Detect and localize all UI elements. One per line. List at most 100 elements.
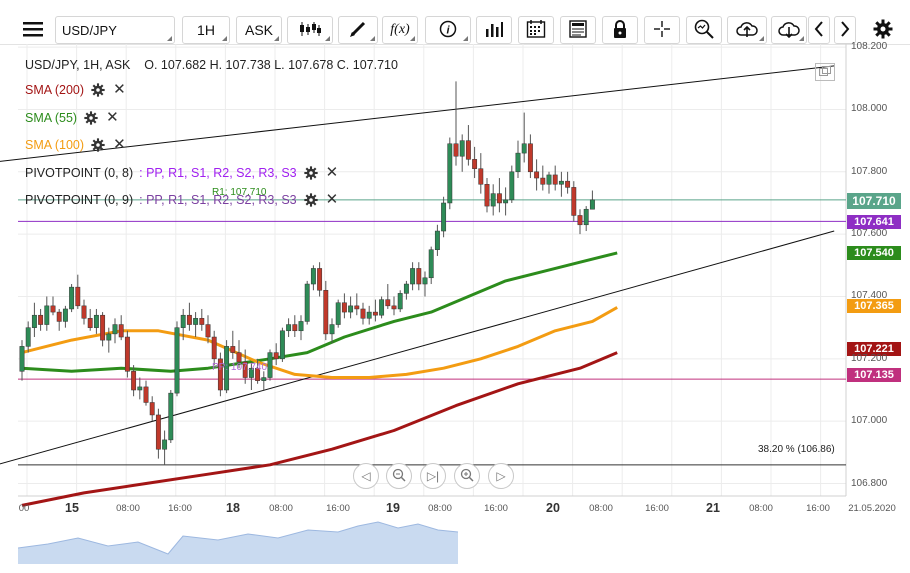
x-tick-label: 08:00	[116, 503, 140, 514]
timeframe-label: 1H	[197, 22, 215, 38]
y-tick-label: 107.000	[851, 415, 888, 427]
zoom-out-button[interactable]	[386, 463, 412, 489]
pan-left-button[interactable]: ◁	[353, 463, 379, 489]
indicator-sma55[interactable]: SMA (55) ✕	[25, 109, 119, 126]
indicator-sma200[interactable]: SMA (200) ✕	[25, 81, 126, 98]
candle-body	[155, 414, 161, 450]
pan-right-button[interactable]: ▷	[488, 463, 514, 489]
calendar-button[interactable]	[518, 16, 554, 44]
indicator-levels: : PP, R1, S1, R2, S2, R3, S3	[139, 193, 297, 207]
scroll-left-button[interactable]	[808, 16, 830, 44]
indicator-pivot-9[interactable]: PIVOTPOINT (0, 9) : PP, R1, S1, R2, S2, …	[25, 191, 339, 208]
volume-button[interactable]	[476, 16, 512, 44]
gear-icon[interactable]	[303, 193, 318, 207]
upload-button[interactable]	[727, 16, 767, 44]
candle-body	[521, 143, 527, 154]
gear-icon[interactable]	[91, 83, 105, 97]
candle-body	[304, 283, 310, 322]
x-tick-label: 16:00	[806, 503, 830, 514]
close-icon[interactable]: ✕	[325, 164, 339, 181]
popout-icon	[819, 63, 831, 81]
candle-body	[546, 174, 552, 185]
scroll-right-button[interactable]	[834, 16, 856, 44]
y-tick-label: 106.800	[851, 477, 888, 489]
indicator-levels: : PP, R1, S1, R2, S2, R3, S3	[139, 166, 297, 180]
indicator-label: SMA (200)	[25, 83, 85, 97]
indicator-sma100[interactable]: SMA (100) ✕	[25, 136, 126, 153]
popout-button[interactable]	[815, 63, 835, 81]
indicator-label: PIVOTPOINT (0, 8)	[25, 166, 134, 180]
svg-text:i: i	[446, 24, 450, 36]
chevron-left-icon	[814, 20, 824, 40]
zoom-button[interactable]	[686, 16, 722, 44]
price-type-selector[interactable]: ASK	[236, 16, 282, 44]
candle-body	[379, 299, 385, 316]
draw-button[interactable]	[338, 16, 378, 44]
candle-body	[496, 193, 502, 204]
crosshair-button[interactable]	[644, 16, 680, 44]
zoom-icon	[694, 19, 714, 42]
candle-body	[416, 268, 422, 285]
candle-body	[69, 286, 75, 310]
menu-button[interactable]	[18, 16, 48, 44]
x-tick-label: 16:00	[484, 503, 508, 514]
candle-body	[490, 193, 496, 207]
chevron-right-icon	[840, 20, 850, 40]
candle-body	[44, 305, 50, 325]
close-icon[interactable]: ✕	[113, 81, 126, 98]
download-button[interactable]	[771, 16, 807, 44]
fit-icon: ▷|	[426, 469, 440, 483]
x-tick-label: 21	[706, 501, 720, 515]
gear-icon[interactable]	[84, 111, 98, 125]
candle-body	[106, 333, 112, 341]
pp-overlay-label: PP: 107.740	[212, 362, 268, 373]
triangle-left-icon: ◁	[361, 469, 371, 483]
candle-body	[558, 180, 564, 185]
close-icon[interactable]: ✕	[106, 109, 119, 126]
candle-body	[81, 305, 87, 319]
y-tick-label: 107.800	[851, 165, 888, 177]
candle-body	[509, 171, 515, 201]
candle-body	[93, 314, 99, 328]
info-button[interactable]: i	[425, 16, 471, 44]
chart-type-button[interactable]	[287, 16, 333, 44]
download-cloud-icon	[778, 20, 800, 41]
function-icon: f(x)	[390, 22, 410, 37]
gear-icon[interactable]	[91, 138, 105, 152]
candle-body	[75, 286, 81, 307]
zoom-in-icon	[460, 468, 474, 485]
candle-body	[286, 324, 292, 332]
candle-body	[261, 377, 267, 381]
close-icon[interactable]: ✕	[113, 136, 126, 153]
candle-body	[434, 230, 440, 250]
symbol-selector[interactable]: USD/JPY	[55, 16, 175, 44]
zoom-in-button[interactable]	[454, 463, 480, 489]
bar-chart-icon	[485, 21, 503, 40]
chart-header: USD/JPY, 1H, ASK O. 107.682 H. 107.738 L…	[25, 58, 398, 72]
candle-body	[100, 314, 106, 341]
timeframe-selector[interactable]: 1H	[182, 16, 230, 44]
indicator-pivot-8[interactable]: PIVOTPOINT (0, 8) : PP, R1, S1, R2, S2, …	[25, 164, 339, 181]
candle-body	[348, 305, 354, 313]
pivot-price-tag: 107.641	[847, 215, 901, 229]
reset-view-button[interactable]: ▷|	[420, 463, 446, 489]
navigator-overview[interactable]	[17, 516, 846, 564]
close-icon[interactable]: ✕	[325, 191, 339, 208]
settings-button[interactable]	[868, 16, 898, 44]
news-button[interactable]	[560, 16, 596, 44]
candle-body	[162, 439, 168, 450]
candle-body	[484, 184, 490, 207]
lock-button[interactable]	[602, 16, 638, 44]
x-tick-label: 08:00	[269, 503, 293, 514]
gear-icon[interactable]	[303, 166, 318, 180]
calendar-icon	[526, 19, 546, 42]
candle-body	[397, 293, 403, 310]
navigator-area	[17, 516, 846, 564]
draw-pen-icon	[349, 20, 367, 41]
candle-body	[193, 318, 199, 325]
candle-body	[112, 324, 118, 335]
function-button[interactable]: f(x)	[382, 16, 418, 44]
candle-body	[540, 177, 546, 185]
candle-body	[527, 143, 533, 173]
